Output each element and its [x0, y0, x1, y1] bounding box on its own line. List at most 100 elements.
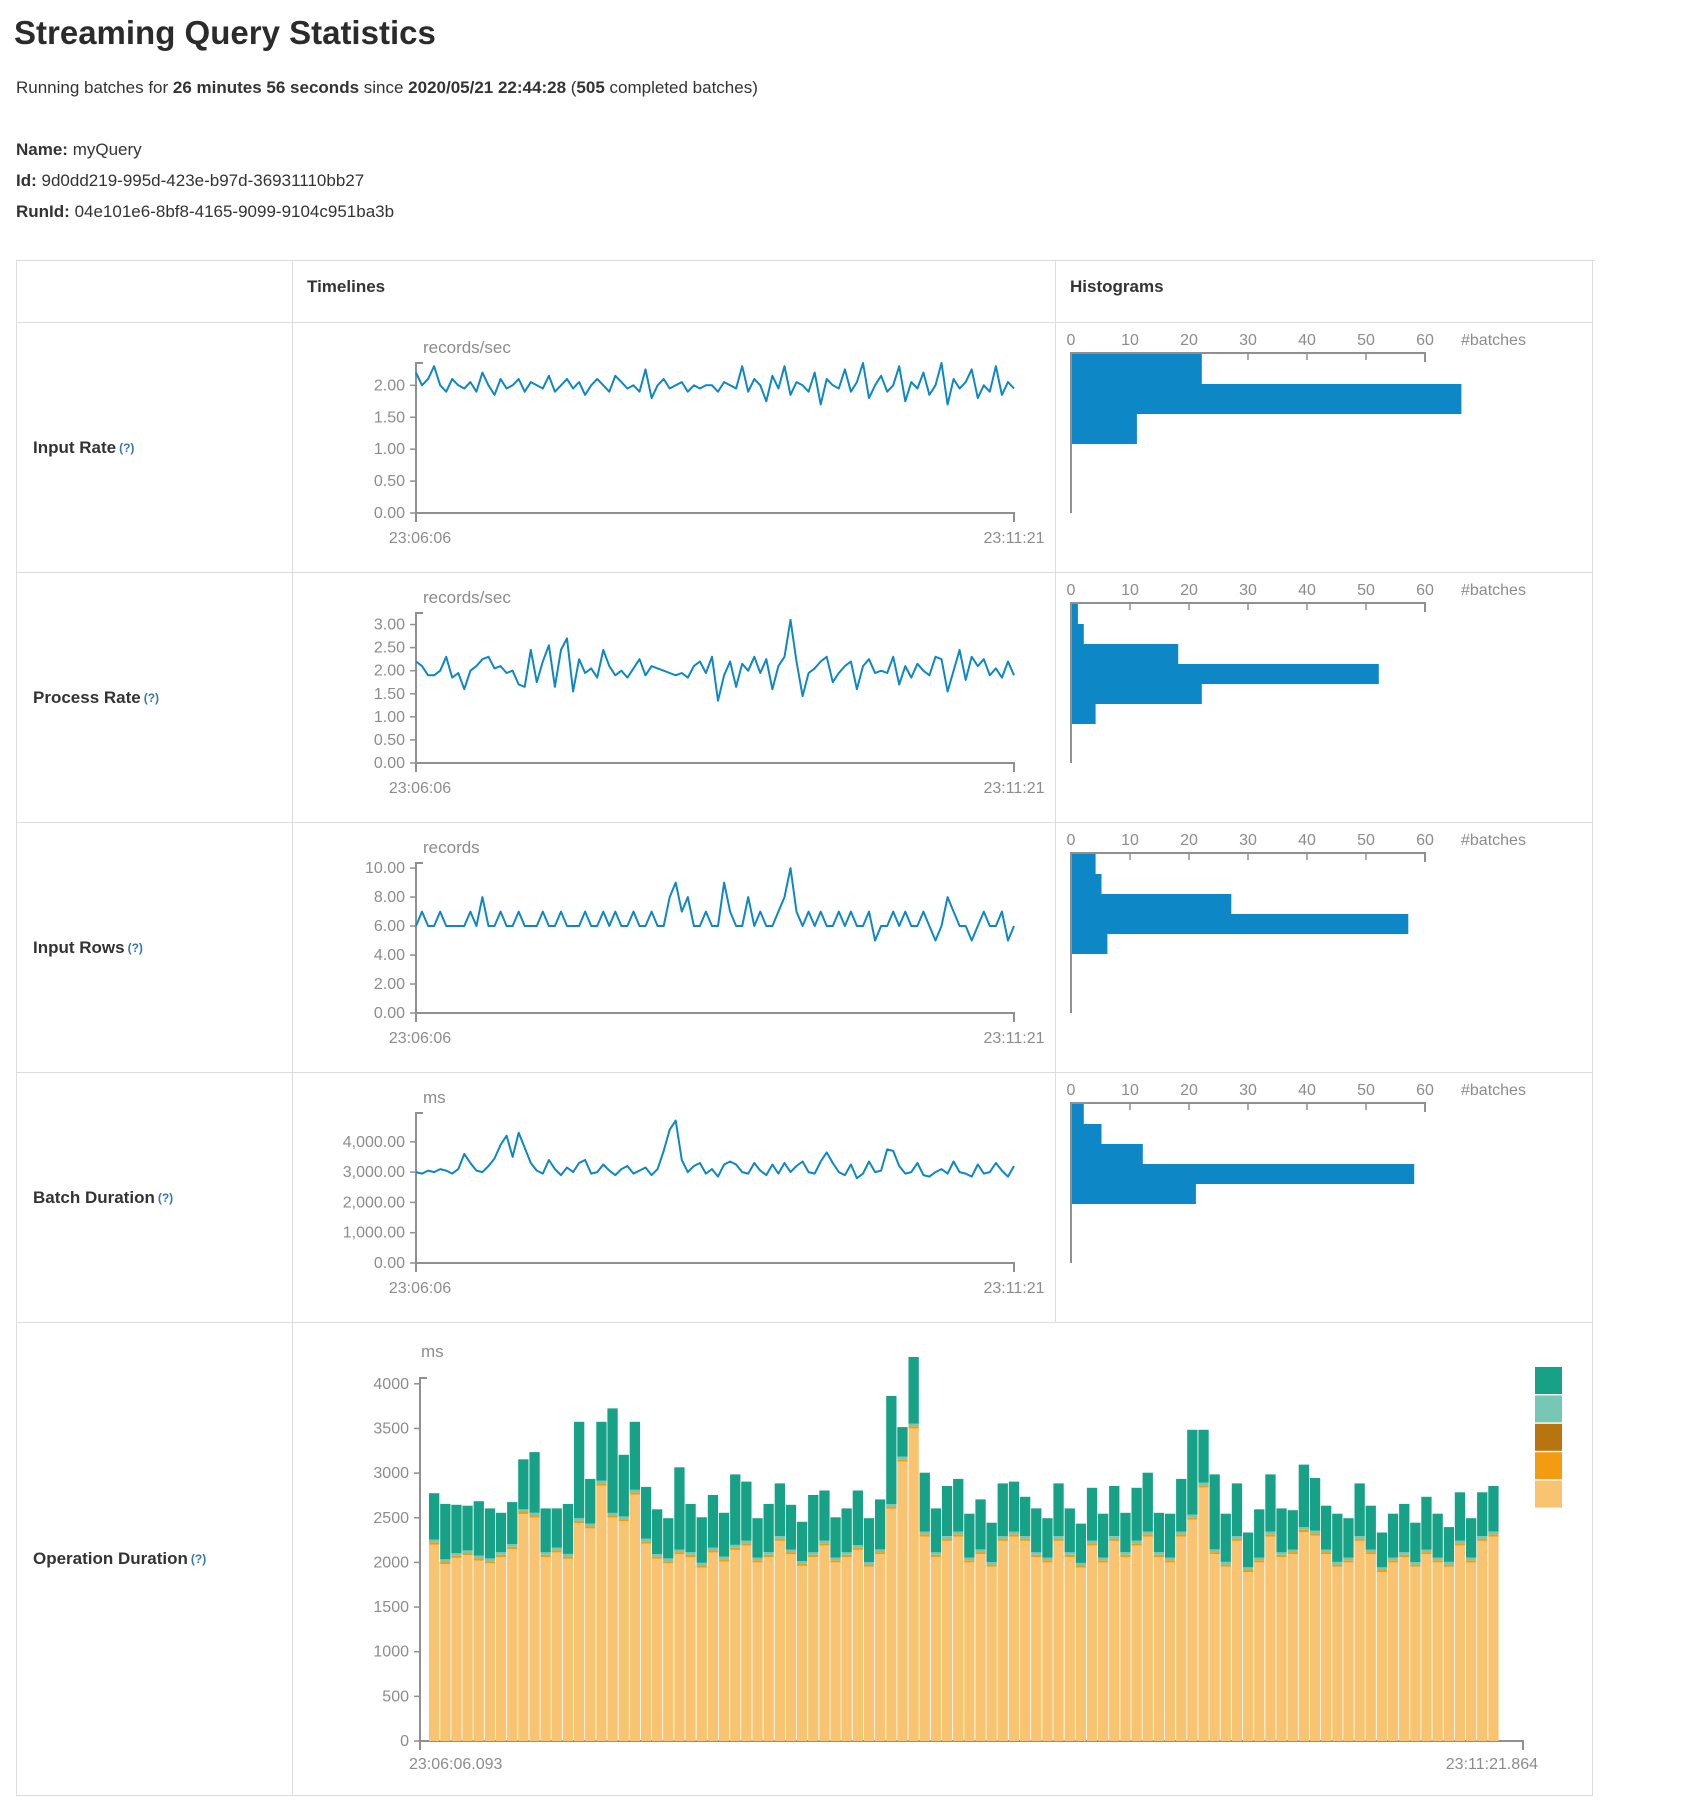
- query-id-row: Id: 9d0dd219-995d-423e-b97d-36931110bb27: [16, 167, 394, 194]
- svg-text:#batches: #batches: [1461, 332, 1526, 349]
- svg-text:20: 20: [1180, 832, 1198, 849]
- svg-text:1500: 1500: [373, 1599, 409, 1616]
- summary-paren: (: [566, 78, 577, 97]
- operation-duration-help-icon[interactable]: (?): [190, 1552, 207, 1566]
- input-rate-histogram-chart: 0 10 20 30 40 50 60 #batches: [1067, 332, 1526, 513]
- svg-text:23:06:06: 23:06:06: [389, 1030, 451, 1047]
- svg-text:60: 60: [1416, 332, 1434, 349]
- batch-duration-help-icon[interactable]: (?): [157, 1190, 174, 1205]
- svg-text:3000: 3000: [373, 1465, 409, 1482]
- query-id-label: Id:: [16, 171, 37, 190]
- svg-text:30: 30: [1239, 582, 1257, 599]
- svg-text:23:11:21: 23:11:21: [983, 1280, 1044, 1297]
- legend-swatch-orange: [1535, 1452, 1562, 1480]
- query-name-label: Name:: [16, 140, 68, 159]
- svg-text:0: 0: [1067, 832, 1076, 849]
- input-rate-help-icon[interactable]: (?): [119, 440, 135, 455]
- running-batches-summary: Running batches for 26 minutes 56 second…: [16, 78, 758, 98]
- svg-text:23:11:21: 23:11:21: [983, 780, 1044, 797]
- svg-text:1.00: 1.00: [374, 441, 405, 458]
- svg-text:1.50: 1.50: [374, 686, 405, 703]
- header-histograms: Histograms: [1056, 261, 1593, 323]
- summary-prefix: Running batches for: [16, 78, 173, 97]
- svg-text:0.00: 0.00: [374, 1255, 405, 1272]
- row-label-operation-duration: Operation Duration (?): [17, 1323, 293, 1796]
- svg-text:3,000.00: 3,000.00: [343, 1164, 405, 1181]
- svg-text:4000: 4000: [373, 1376, 409, 1393]
- svg-text:records: records: [423, 838, 480, 857]
- summary-suffix: completed batches): [604, 78, 758, 97]
- svg-text:0.00: 0.00: [374, 505, 405, 522]
- input-rows-timeline-chart: records 10.00 8.00 6.00 4.00 2.00 0.00 23:06:06…: [365, 838, 1045, 1047]
- svg-text:10: 10: [1121, 332, 1139, 349]
- summary-since: since: [359, 78, 409, 97]
- svg-text:1,000.00: 1,000.00: [343, 1225, 405, 1242]
- svg-text:20: 20: [1180, 1082, 1198, 1099]
- svg-text:0: 0: [400, 1733, 409, 1750]
- row-label-input-rate: Input Rate (?): [17, 323, 293, 573]
- header-empty-cell: [17, 261, 293, 323]
- batch-duration-histogram-chart: 0 10 20 30 40 50 60 #batches: [1067, 1082, 1526, 1263]
- svg-text:2.00: 2.00: [374, 377, 405, 394]
- svg-text:0.00: 0.00: [374, 755, 405, 772]
- query-runid-value: 04e101e6-8bf8-4165-9099-9104c951ba3b: [74, 202, 395, 221]
- svg-text:ms: ms: [423, 1088, 446, 1107]
- header-timelines: Timelines: [293, 261, 1056, 323]
- svg-text:60: 60: [1416, 582, 1434, 599]
- svg-text:10: 10: [1121, 1082, 1139, 1099]
- svg-text:0: 0: [1067, 582, 1076, 599]
- legend-swatch-dark_orange: [1535, 1423, 1562, 1451]
- svg-text:50: 50: [1357, 832, 1375, 849]
- svg-text:30: 30: [1239, 332, 1257, 349]
- svg-text:60: 60: [1416, 1082, 1434, 1099]
- svg-text:#batches: #batches: [1461, 1082, 1526, 1099]
- query-id-value: 9d0dd219-995d-423e-b97d-36931110bb27: [41, 171, 365, 190]
- process-rate-timeline-cell: records/sec 3.00 2.50 2.00 1.50 1.00 0.50 0.00 2…: [293, 573, 1056, 823]
- svg-text:2.00: 2.00: [374, 976, 405, 993]
- row-label-batch-duration: Batch Duration (?): [17, 1073, 293, 1323]
- svg-text:10.00: 10.00: [365, 860, 405, 877]
- svg-text:10: 10: [1121, 832, 1139, 849]
- summary-duration: 26 minutes 56 seconds: [172, 78, 360, 97]
- statistics-table: Timelines Histograms Input Rate (?) recor…: [16, 260, 1595, 1796]
- summary-completed-count: 505: [576, 78, 605, 97]
- svg-text:records/sec: records/sec: [423, 338, 511, 357]
- svg-text:20: 20: [1180, 332, 1198, 349]
- page-title: Streaming Query Statistics: [14, 14, 436, 51]
- svg-text:6.00: 6.00: [374, 918, 405, 935]
- input-rows-histogram-cell: 0 10 20 30 40 50 60 #batches: [1056, 823, 1593, 1073]
- svg-text:#batches: #batches: [1461, 832, 1526, 849]
- batch-duration-timeline-cell: ms 4,000.00 3,000.00 2,000.00 1,000.00 0.00 23…: [293, 1073, 1056, 1323]
- svg-text:ms: ms: [421, 1342, 444, 1361]
- legend-swatch-sand: [1535, 1480, 1562, 1508]
- row-label-process-rate: Process Rate (?): [17, 573, 293, 823]
- process-rate-timeline-chart: records/sec 3.00 2.50 2.00 1.50 1.00 0.50 0.00 2…: [374, 588, 1045, 797]
- svg-text:10: 10: [1121, 582, 1139, 599]
- operation-duration-chart-cell: ms 4000 3500 3000 2500 2000 1500 1000 500 0 23:06:…: [293, 1323, 1593, 1796]
- batch-duration-label: Batch Duration: [33, 1187, 155, 1207]
- svg-text:4.00: 4.00: [374, 947, 405, 964]
- svg-text:23:11:21: 23:11:21: [983, 530, 1044, 547]
- process-rate-label: Process Rate: [33, 687, 141, 707]
- svg-text:records/sec: records/sec: [423, 588, 511, 607]
- input-rows-help-icon[interactable]: (?): [127, 940, 143, 955]
- svg-text:3500: 3500: [373, 1420, 409, 1437]
- svg-text:50: 50: [1357, 582, 1375, 599]
- input-rows-label: Input Rows: [33, 937, 125, 957]
- operation-duration-label: Operation Duration: [33, 1549, 188, 1568]
- process-rate-help-icon[interactable]: (?): [143, 690, 160, 705]
- svg-text:30: 30: [1239, 832, 1257, 849]
- svg-text:2,000.00: 2,000.00: [343, 1194, 405, 1211]
- svg-text:40: 40: [1298, 1082, 1316, 1099]
- svg-text:0.50: 0.50: [374, 732, 405, 749]
- input-rows-timeline-cell: records 10.00 8.00 6.00 4.00 2.00 0.00 23:06:06…: [293, 823, 1056, 1073]
- summary-start-time: 2020/05/21 22:44:28: [408, 78, 567, 97]
- svg-text:40: 40: [1298, 832, 1316, 849]
- input-rows-histogram-chart: 0 10 20 30 40 50 60 #batches: [1067, 832, 1526, 1013]
- svg-text:#batches: #batches: [1461, 582, 1526, 599]
- row-label-input-rows: Input Rows (?): [17, 823, 293, 1073]
- svg-text:50: 50: [1357, 332, 1375, 349]
- svg-text:0: 0: [1067, 332, 1076, 349]
- svg-text:0.00: 0.00: [374, 1005, 405, 1022]
